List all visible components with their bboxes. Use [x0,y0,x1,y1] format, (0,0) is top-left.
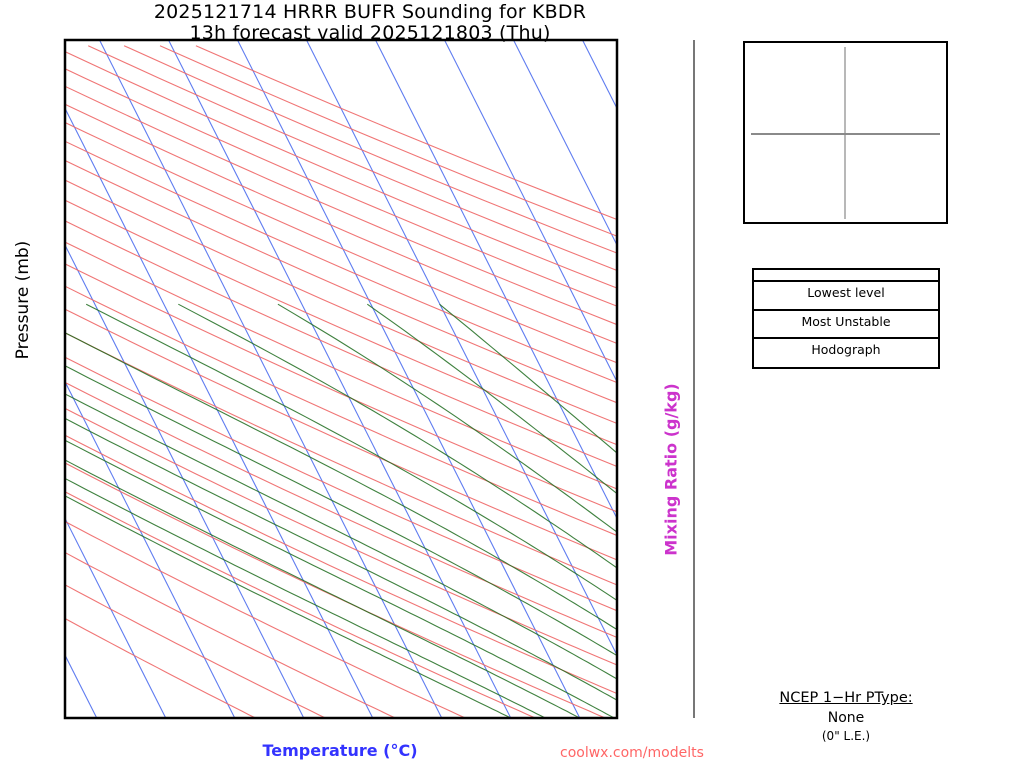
plot-frame [63,38,619,720]
page-title: 2025121714 HRRR BUFR Sounding for KBDR 1… [0,2,740,44]
ptype-heading: NCEP 1−Hr PType: [779,690,913,706]
dry-adiabat [65,220,617,468]
isotherm [65,517,167,718]
isotherm [0,40,28,718]
dry-adiabat [65,520,466,718]
dry-adiabat [65,179,617,425]
dry-adiabat [65,462,606,718]
dry-adiabat [65,617,256,718]
moist-adiabat [366,303,617,495]
ptype-panel: NCEP 1−Hr PType: None (0" L.E.) [742,690,950,743]
dry-adiabat [65,285,617,537]
dry-adiabat [65,199,617,446]
isotherm [65,380,236,718]
dry-adiabat [65,407,617,666]
dry-adiabat [65,159,617,404]
ptype-accumulation: (0" L.E.) [821,729,871,743]
hodograph-stats-heading: Hodograph [811,342,881,358]
dry-adiabat [65,584,326,718]
dry-adiabat [65,491,536,718]
watermark: coolwx.com/modelts [560,745,704,761]
isotherm [99,40,443,718]
pressure-axis-title: Pressure (mb) [13,240,33,360]
isotherm [444,40,617,383]
dry-adiabat [65,551,396,718]
moist-adiabat [65,477,546,718]
dry-adiabat [65,381,617,639]
moist-adiabat [65,417,617,701]
dry-adiabat [65,332,617,586]
dry-adiabat [65,121,617,364]
moist-adiabat [178,303,617,569]
moist-adiabat [85,303,617,602]
isotherm [375,40,617,520]
title-line-2: 13h forecast valid 2025121803 (Thu) [189,22,551,44]
most-unstable-heading: Most Unstable [801,313,891,329]
moist-adiabat [65,459,580,718]
moist-adiabat [277,303,617,533]
ptype-value: None [827,710,865,726]
isotherm [306,40,617,657]
dry-adiabat [65,103,617,345]
moist-adiabat [439,303,617,454]
isotherm [65,243,305,718]
lowest-level-heading: Lowest level [807,285,885,300]
mixing-ratio-axis-title: Mixing Ratio (g/kg) [661,383,681,556]
title-line-1: 2025121714 HRRR BUFR Sounding for KBDR [153,1,587,23]
temperature-axis-title: Temperature (°C) [262,741,418,760]
moist-adiabat [65,365,617,657]
moist-adiabat [65,495,511,718]
hodograph-panel [743,41,948,224]
isotherm [513,40,617,247]
dry-adiabat [65,434,617,695]
moist-adiabat [65,332,617,631]
isotherm [65,107,374,718]
dry-adiabat [65,308,617,561]
dry-adiabat [65,263,617,513]
isotherm [168,40,512,718]
dry-adiabat [65,356,617,612]
stats-panel: Lowest level Most Unstable Hodograph [752,268,940,369]
moist-adiabat [65,439,615,718]
dry-adiabat [65,241,617,490]
dry-adiabat [65,85,617,326]
